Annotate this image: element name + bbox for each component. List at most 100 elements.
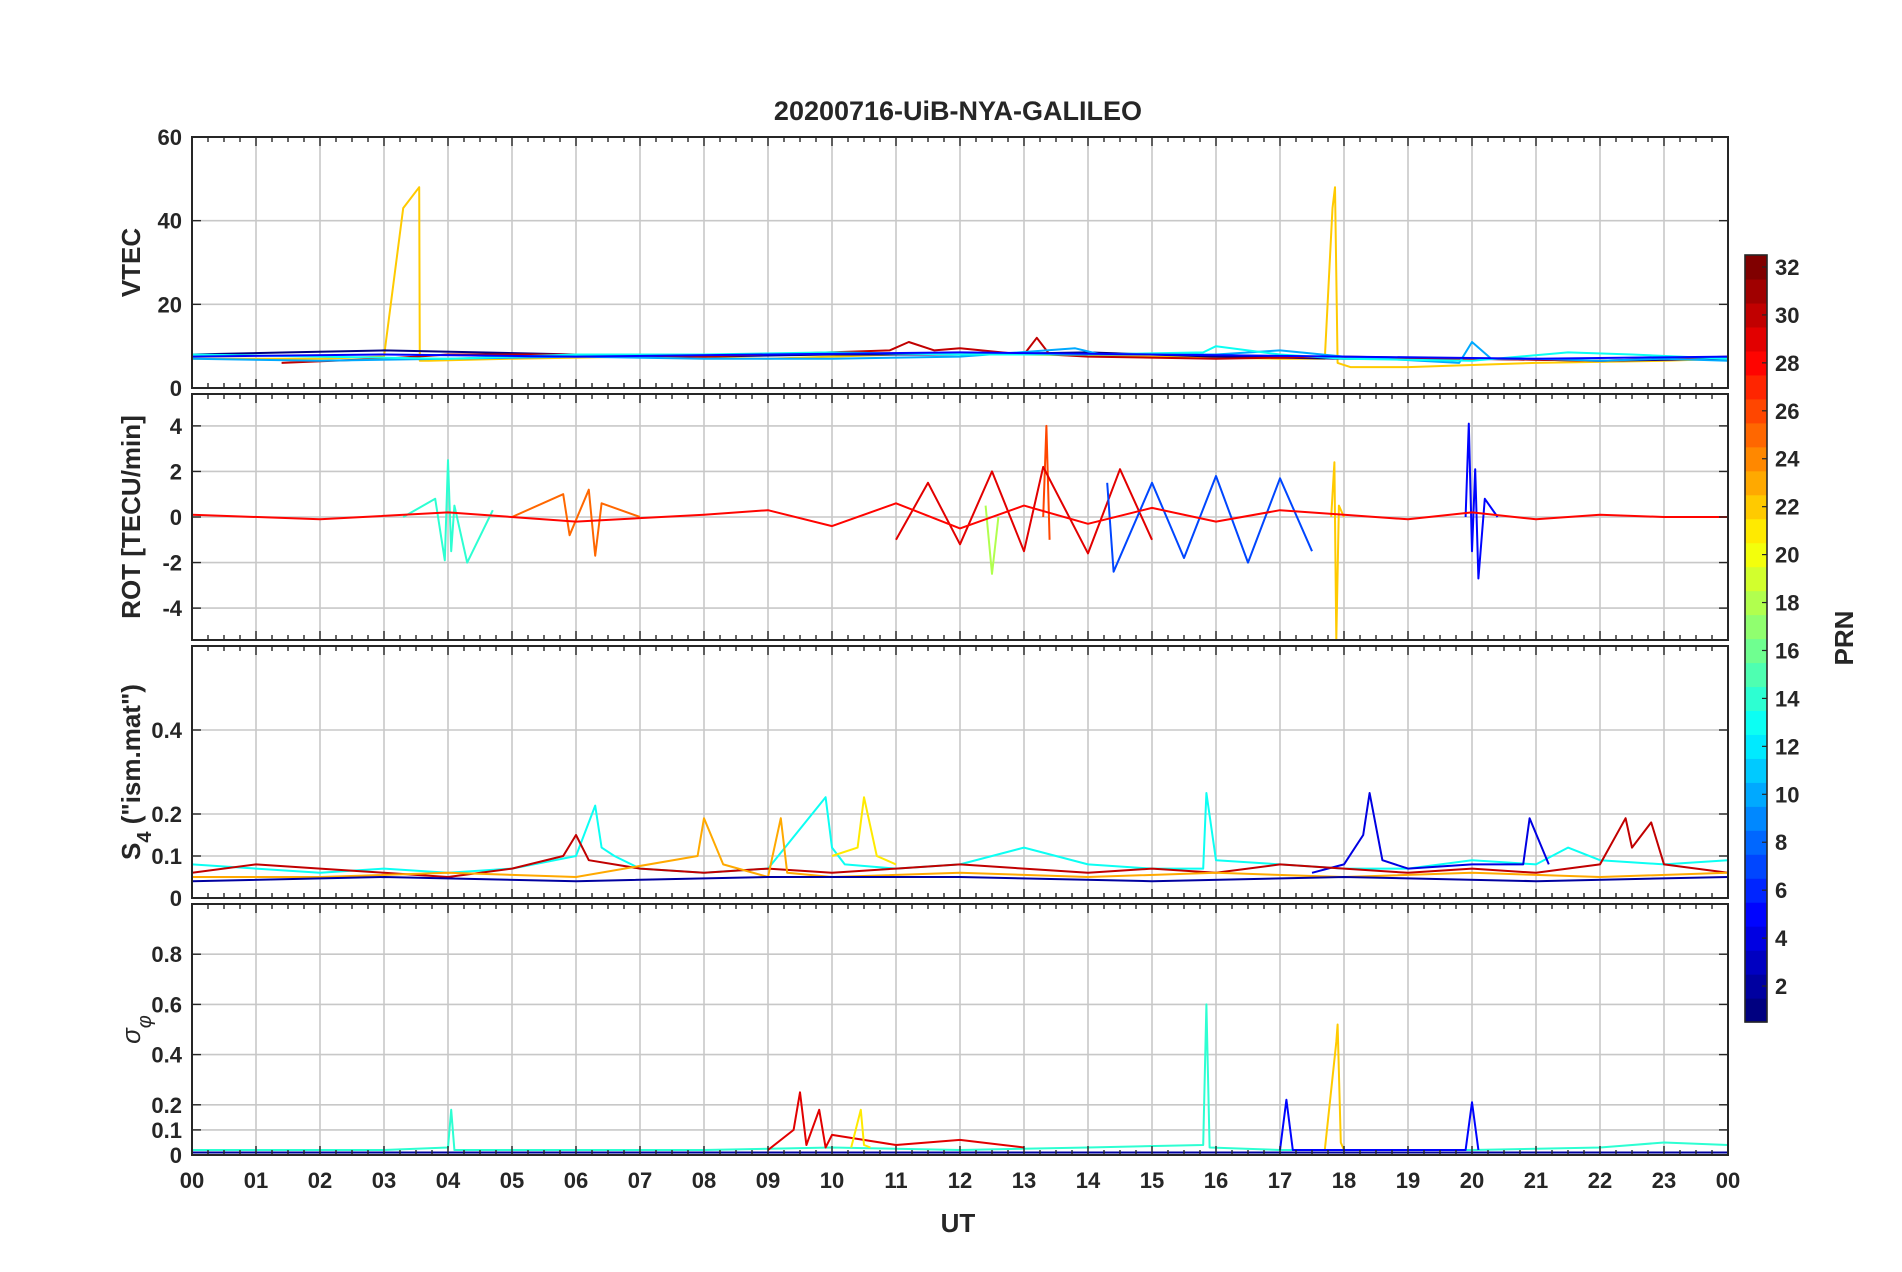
colorbar-segment xyxy=(1745,302,1767,328)
colorbar-segment xyxy=(1745,878,1767,903)
colorbar-segment xyxy=(1745,614,1767,640)
x-tick-label: 11 xyxy=(884,1168,907,1193)
x-tick-label: 00 xyxy=(1716,1168,1740,1193)
y-axis-label: σφ xyxy=(116,1015,156,1044)
colorbar-segment xyxy=(1745,350,1767,376)
y-tick-label: -2 xyxy=(162,551,182,576)
colorbar-tick-label: 30 xyxy=(1775,303,1799,328)
series-line-prn-22 xyxy=(1330,461,1345,640)
colorbar-tick-label: 22 xyxy=(1775,495,1799,520)
y-axis-label-sub: 4 xyxy=(134,831,156,843)
series-line-prn-18 xyxy=(984,505,1000,575)
series-line-prn-30 xyxy=(192,817,1728,878)
colorbar-tick-label: 26 xyxy=(1775,399,1799,424)
x-tick-label: 22 xyxy=(1588,1168,1612,1193)
colorbar-segment xyxy=(1745,782,1767,807)
colorbar-segment xyxy=(1745,854,1767,879)
colorbar-segment xyxy=(1745,446,1767,472)
colorbar-segment xyxy=(1745,326,1767,352)
series-line-prn-22 xyxy=(1323,1023,1345,1151)
colorbar-segment xyxy=(1745,374,1767,400)
colorbar-tick-label: 2 xyxy=(1775,974,1787,999)
x-tick-label: 02 xyxy=(308,1168,332,1193)
series-line-prn-29 xyxy=(767,1091,1025,1151)
x-tick-label: 20 xyxy=(1460,1168,1484,1193)
x-tick-label: 19 xyxy=(1396,1168,1420,1193)
y-tick-label: 0.1 xyxy=(151,844,182,869)
y-axis-label: ROT [TECU/min] xyxy=(116,415,146,619)
colorbar-segment xyxy=(1745,662,1767,688)
x-tick-label: 12 xyxy=(948,1168,972,1193)
panel-s4: 0 0.1 0.2 0.4 S4 ("ism.mat") xyxy=(116,645,1729,911)
series-line-prn-21 xyxy=(831,796,897,866)
colorbar-segment xyxy=(1745,734,1767,759)
y-tick-label: -4 xyxy=(162,596,182,621)
colorbar-segment xyxy=(1745,830,1767,855)
chart-title: 20200716-UiB-NYA-GALILEO xyxy=(774,96,1142,126)
y-tick-label: 0 xyxy=(170,376,182,401)
colorbar-tick-label: 10 xyxy=(1775,782,1799,807)
colorbar-segment xyxy=(1745,470,1767,496)
colorbar-tick-label: 4 xyxy=(1775,926,1788,951)
panel-frame xyxy=(191,645,1729,899)
panel-frame xyxy=(191,136,1729,389)
colorbar-segment xyxy=(1745,638,1767,664)
series-line-prn-25 xyxy=(511,488,641,557)
panel-vtec: 0 20 40 60 VTEC xyxy=(116,125,1729,401)
x-tick-label: 01 xyxy=(244,1168,268,1193)
colorbar-segment xyxy=(1745,998,1767,1023)
series-line-prn-2 xyxy=(192,876,1728,883)
x-axis-label: UT xyxy=(941,1208,976,1238)
colorbar-segment xyxy=(1745,422,1767,448)
y-tick-label: 0 xyxy=(170,505,182,530)
x-tick-label: 09 xyxy=(756,1168,780,1193)
y-axis-label-main: σ xyxy=(116,1027,146,1044)
series-line-prn-29 xyxy=(895,465,1153,555)
y-tick-label: 0.6 xyxy=(151,992,182,1017)
series-line-prn-26 xyxy=(1042,424,1051,540)
y-tick-label: 40 xyxy=(158,209,182,234)
colorbar-segment xyxy=(1745,255,1767,280)
x-tick-label: 00 xyxy=(180,1168,204,1193)
y-tick-label: 0 xyxy=(170,1143,182,1168)
x-tick-label: 14 xyxy=(1076,1168,1101,1193)
x-tick-label: 04 xyxy=(436,1168,461,1193)
y-axis-label-main: S xyxy=(116,843,146,860)
colorbar-segment xyxy=(1745,686,1767,712)
colorbar-tick-label: 12 xyxy=(1775,734,1799,759)
x-tick-label: 18 xyxy=(1332,1168,1356,1193)
y-tick-label: 20 xyxy=(158,292,182,317)
x-tick-label: 10 xyxy=(820,1168,844,1193)
colorbar-label: PRN xyxy=(1829,611,1859,666)
y-axis-label: VTEC xyxy=(116,228,146,298)
y-tick-label: 60 xyxy=(158,125,182,150)
colorbar-segment xyxy=(1745,758,1767,783)
series-line-prn-21 xyxy=(850,1108,871,1149)
colorbar-tick-label: 28 xyxy=(1775,351,1799,376)
series-line-prn-14 xyxy=(402,459,494,564)
y-axis-label-rest: ("ism.mat") xyxy=(116,684,146,831)
y-tick-label: 0 xyxy=(170,886,182,911)
x-tick-label: 17 xyxy=(1268,1168,1292,1193)
colorbar-segment xyxy=(1745,710,1767,735)
x-tick-label: 23 xyxy=(1652,1168,1676,1193)
colorbar-tick-label: 20 xyxy=(1775,543,1799,568)
x-tick-label: 08 xyxy=(692,1168,716,1193)
y-axis-label-sub: φ xyxy=(134,1015,156,1028)
colorbar-tick-label: 18 xyxy=(1775,591,1799,616)
y-tick-label: 0.4 xyxy=(151,718,182,743)
y-tick-label: 0.2 xyxy=(151,802,182,827)
colorbar-segment xyxy=(1745,902,1767,927)
y-tick-label: 0.2 xyxy=(151,1093,182,1118)
x-tick-label: 13 xyxy=(1012,1168,1036,1193)
panel-frame xyxy=(191,903,1729,1156)
colorbar-segment xyxy=(1745,590,1767,616)
x-tick-label: 05 xyxy=(500,1168,524,1193)
y-tick-label: 4 xyxy=(170,414,183,439)
series-line-prn-7 xyxy=(1106,475,1313,573)
x-tick-label: 07 xyxy=(628,1168,652,1193)
colorbar-tick-label: 16 xyxy=(1775,638,1799,663)
colorbar-tick-label: 14 xyxy=(1775,686,1800,711)
colorbar-segment xyxy=(1745,974,1767,999)
